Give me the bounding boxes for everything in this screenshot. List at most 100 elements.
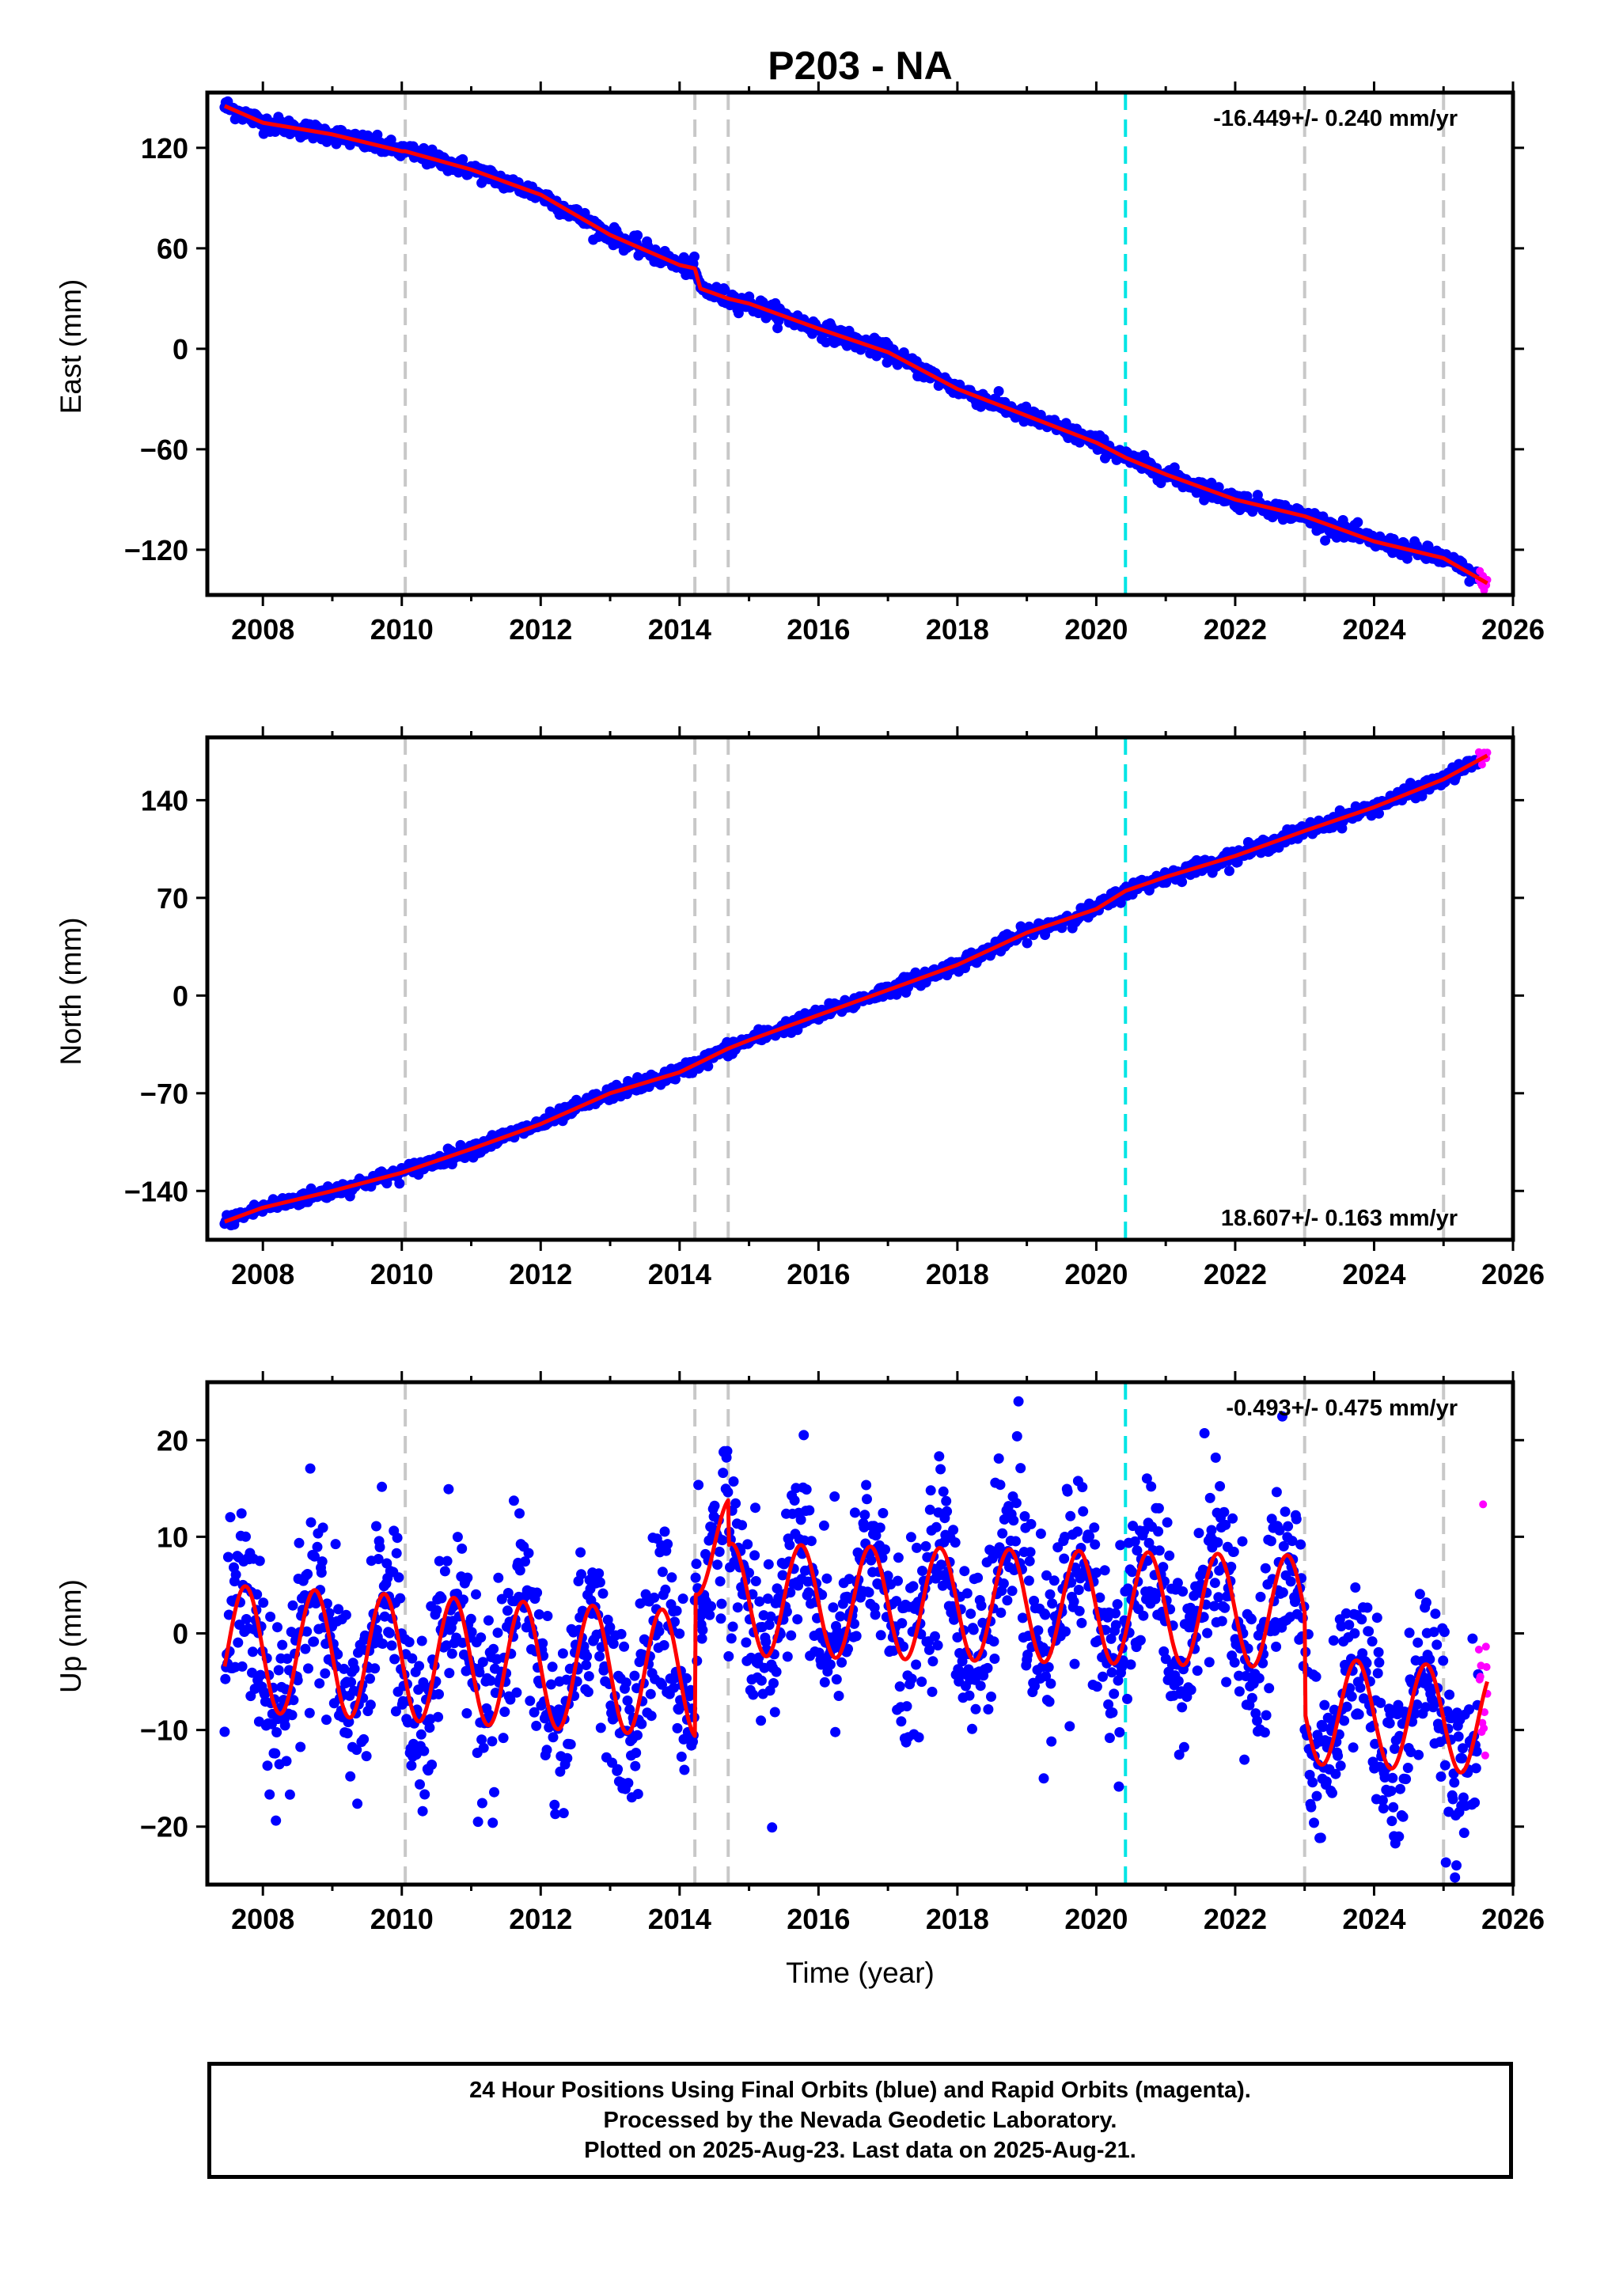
up-final-point <box>715 1576 726 1587</box>
up-final-point <box>446 1648 457 1659</box>
up-final-point <box>1219 1506 1230 1517</box>
up-final-point <box>424 1722 435 1733</box>
up-final-point <box>286 1710 298 1721</box>
up-final-point <box>1110 1608 1121 1619</box>
north-rate-label: 18.607+/- 0.163 mm/yr <box>1221 1206 1458 1231</box>
up-final-point <box>882 1570 893 1582</box>
up-final-point <box>499 1707 510 1718</box>
up-final-point <box>1246 1692 1257 1703</box>
up-final-point <box>1105 1633 1117 1644</box>
up-final-point <box>1017 1612 1028 1623</box>
up-final-point <box>1353 1709 1364 1720</box>
up-final-point <box>1107 1707 1118 1718</box>
north-x-tick-label: 2020 <box>1064 1258 1128 1290</box>
up-final-point <box>1424 1654 1435 1665</box>
up-final-point <box>679 1764 690 1775</box>
up-final-point <box>1132 1545 1143 1556</box>
up-final-point <box>930 1631 940 1642</box>
up-final-point <box>936 1559 946 1570</box>
up-final-point <box>477 1657 488 1668</box>
up-final-point <box>488 1643 499 1654</box>
up-final-point <box>241 1531 251 1542</box>
north-axis-label: North (mm) <box>55 917 87 1065</box>
up-final-point <box>659 1526 670 1537</box>
up-final-point <box>835 1611 846 1622</box>
up-final-point <box>1357 1648 1368 1659</box>
up-final-point <box>502 1605 513 1616</box>
up-final-point <box>961 1588 973 1599</box>
up-final-point <box>547 1661 558 1673</box>
up-final-point <box>1127 1567 1138 1578</box>
up-final-point <box>1091 1567 1102 1578</box>
up-final-point <box>866 1555 877 1566</box>
up-final-point <box>1172 1578 1183 1589</box>
up-final-point <box>1098 1671 1108 1682</box>
up-final-point <box>505 1694 516 1705</box>
up-final-point <box>1139 1525 1150 1536</box>
up-final-point <box>1212 1537 1223 1548</box>
up-final-point <box>1307 1777 1318 1788</box>
up-final-point <box>851 1631 862 1642</box>
north-final-point <box>1374 808 1384 819</box>
up-final-point <box>732 1602 743 1613</box>
up-final-point <box>576 1569 586 1580</box>
up-final-point <box>583 1671 594 1682</box>
up-final-point <box>905 1532 916 1543</box>
up-final-point <box>976 1601 987 1611</box>
north-y-tick-label: −140 <box>124 1175 188 1207</box>
up-final-point <box>1084 1531 1095 1542</box>
up-final-point <box>419 1745 430 1756</box>
up-final-point <box>1277 1411 1287 1422</box>
up-final-point <box>252 1589 263 1600</box>
up-final-point <box>831 1674 842 1685</box>
up-final-point <box>782 1651 793 1662</box>
up-y-tick-label: 20 <box>157 1424 188 1457</box>
up-final-point <box>332 1649 343 1660</box>
up-final-point <box>1044 1696 1055 1707</box>
up-final-point <box>1045 1678 1056 1689</box>
up-final-point <box>714 1546 725 1557</box>
up-final-point <box>1038 1773 1049 1784</box>
up-final-point <box>677 1593 688 1605</box>
up-final-point <box>763 1559 774 1570</box>
up-final-point <box>894 1681 905 1692</box>
up-x-tick-label: 2008 <box>231 1903 294 1935</box>
up-final-point <box>514 1565 525 1576</box>
up-final-point <box>1240 1671 1251 1681</box>
up-final-point <box>414 1661 425 1672</box>
up-final-point <box>660 1584 671 1595</box>
up-final-point <box>803 1587 814 1598</box>
up-final-point <box>1372 1668 1383 1679</box>
up-final-point <box>1253 1673 1265 1684</box>
up-final-point <box>219 1726 230 1737</box>
up-final-point <box>988 1636 999 1647</box>
up-x-tick-label: 2012 <box>509 1903 572 1935</box>
up-final-point <box>1089 1522 1100 1533</box>
up-final-point <box>1321 1776 1332 1787</box>
chart-title: P203 - NA <box>768 44 952 88</box>
east-y-tick-label: 0 <box>173 333 188 366</box>
up-rapid-point <box>1481 1751 1489 1760</box>
up-final-point <box>1440 1857 1451 1868</box>
up-final-point <box>489 1786 499 1798</box>
up-final-point <box>1340 1608 1352 1619</box>
up-final-point <box>384 1627 395 1639</box>
up-final-point <box>995 1480 1006 1491</box>
up-rapid-point <box>1481 1708 1488 1717</box>
up-final-point <box>1363 1626 1375 1637</box>
up-final-point <box>483 1615 494 1626</box>
up-final-point <box>1138 1610 1149 1621</box>
up-final-point <box>1177 1702 1188 1713</box>
north-panel: North (mm) 2008 2010 2012 2014 2016 2018 2020 2… <box>55 726 1545 1290</box>
up-final-point <box>247 1646 258 1658</box>
up-rapid-point <box>1480 1724 1488 1733</box>
up-final-point <box>359 1630 370 1641</box>
up-final-point <box>223 1609 234 1620</box>
up-final-point <box>982 1662 993 1673</box>
up-final-point <box>989 1654 1000 1664</box>
up-final-point <box>1379 1772 1390 1783</box>
up-final-point <box>1356 1614 1367 1625</box>
up-final-point <box>608 1639 619 1650</box>
up-final-point <box>862 1494 872 1505</box>
up-final-point <box>728 1476 739 1487</box>
